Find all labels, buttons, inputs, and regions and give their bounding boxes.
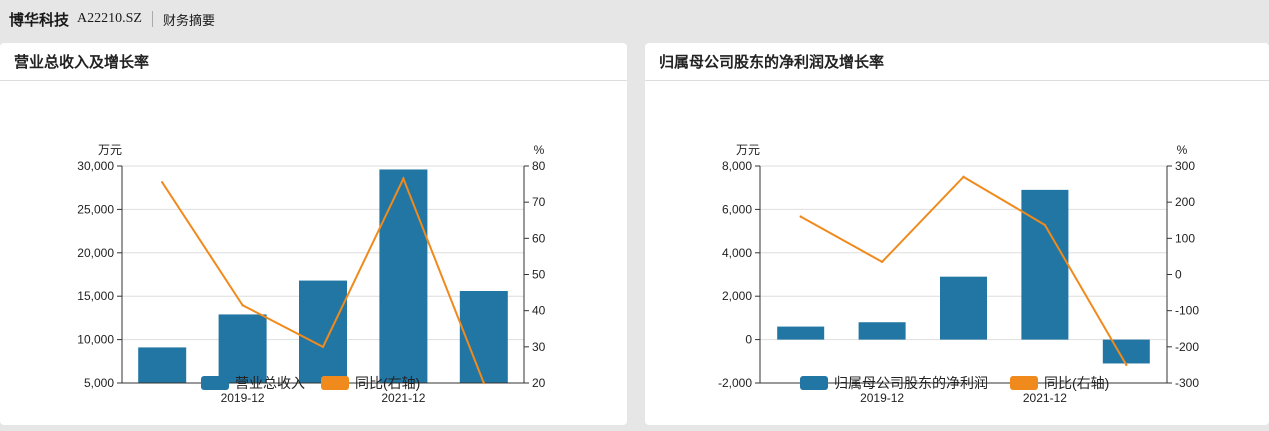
y-tick-label: 2,000 [722,289,752,303]
bar-2022-12 [1102,339,1150,364]
y-axis-unit: 万元 [98,143,122,157]
yoy-point-2018-12 [799,215,802,218]
profit-panel-title: 归属母公司股东的净利润及增长率 [645,43,1269,81]
revenue-panel: 营业总收入及增长率 5,000 10,000 15,000 20,000 25,000 3… [0,43,627,425]
y-tick-label: 4,000 [722,246,752,260]
yoy-point-2021-12 [1043,223,1047,227]
bar-2020-12 [940,276,987,340]
legend-swatch [1010,376,1038,390]
y2-tick-label: 30 [532,340,546,354]
bar-2018-12 [138,347,187,383]
legend-item: 归属母公司股东的净利润 [800,375,988,391]
x-tick-label: 2021-12 [381,391,425,405]
y2-tick-label: 100 [1175,231,1195,245]
y2-tick-label: 40 [532,304,546,318]
company-name: 博华科技 [9,10,70,29]
y2-tick-label: 50 [532,268,546,282]
legend-swatch [321,376,349,390]
y-tick-label: 25,000 [77,202,114,216]
y-tick-label: 0 [745,333,752,347]
revenue-panel-title: 营业总收入及增长率 [0,43,627,81]
legend-item: 营业总收入 [201,375,305,391]
y-tick-label: 6,000 [722,202,752,216]
bar-2021-12 [379,169,428,383]
y2-tick-label: 60 [532,231,546,245]
y2-axis-unit: % [1177,143,1188,157]
y-tick-label: 8,000 [722,159,752,173]
yoy-point-2020-12 [962,175,965,179]
legend-label: 归属母公司股东的净利润 [834,375,988,391]
legend-swatch [800,376,828,390]
legend-label: 同比(右轴) [1044,375,1109,391]
profit-chart: -2,000 0 2,000 4,000 6,000 8,000 -300 -200 -100 0… [718,143,1199,405]
bar-2022-12 [459,290,508,383]
yoy-point-2020-12 [321,345,325,349]
legend-swatch [201,376,229,390]
bar-2019-12 [858,322,906,340]
bar-2019-12 [218,314,267,383]
x-tick-label: 2019-12 [221,391,265,405]
yoy-point-2019-12 [880,260,884,264]
y-tick-label: 15,000 [77,289,114,303]
y2-tick-label: 80 [532,159,546,173]
y-tick-label: 20,000 [77,246,114,260]
y2-tick-label: 20 [532,376,546,390]
y2-axis-unit: % [534,143,545,157]
yoy-point-2022-12 [482,381,485,385]
yoy-point-2022-12 [1125,363,1128,367]
revenue-chart: 5,000 10,000 15,000 20,000 25,000 30,000 20 30 4… [77,143,546,405]
y2-tick-label: -200 [1175,340,1199,354]
bar-2021-12 [1021,189,1069,340]
y2-tick-label: 0 [1175,268,1182,282]
y-tick-label: 30,000 [77,159,114,173]
yoy-point-2021-12 [402,177,405,180]
y2-tick-label: 300 [1175,159,1195,173]
x-tick-label: 2021-12 [1023,391,1067,405]
section-title: 财务摘要 [162,13,215,29]
y2-tick-label: 200 [1175,195,1195,209]
header-divider [151,11,153,27]
y-tick-label: -2,000 [718,376,752,390]
stock-code: A22210.SZ [77,11,142,26]
yoy-point-2019-12 [241,304,244,307]
yoy-point-2018-12 [161,181,164,184]
legend-label: 同比(右轴) [355,375,420,391]
y2-tick-label: 70 [532,195,546,209]
bar-2020-12 [299,280,347,383]
y2-tick-label: -100 [1175,304,1199,318]
y-tick-label: 10,000 [77,333,114,347]
bar-2018-12 [777,326,825,340]
y2-tick-label: -300 [1175,376,1199,390]
legend-item: 同比(右轴) [1010,375,1109,391]
profit-panel: 归属母公司股东的净利润及增长率 -2,000 0 2,000 4,000 6,000 8,… [645,43,1269,425]
y-axis-unit: 万元 [736,143,760,157]
y-tick-label: 5,000 [84,376,114,390]
x-tick-label: 2019-12 [860,391,904,405]
legend-item: 同比(右轴) [321,375,420,391]
legend-label: 营业总收入 [235,375,305,391]
top-bar: 博华科技 A22210.SZ 财务摘要 [0,0,1269,38]
